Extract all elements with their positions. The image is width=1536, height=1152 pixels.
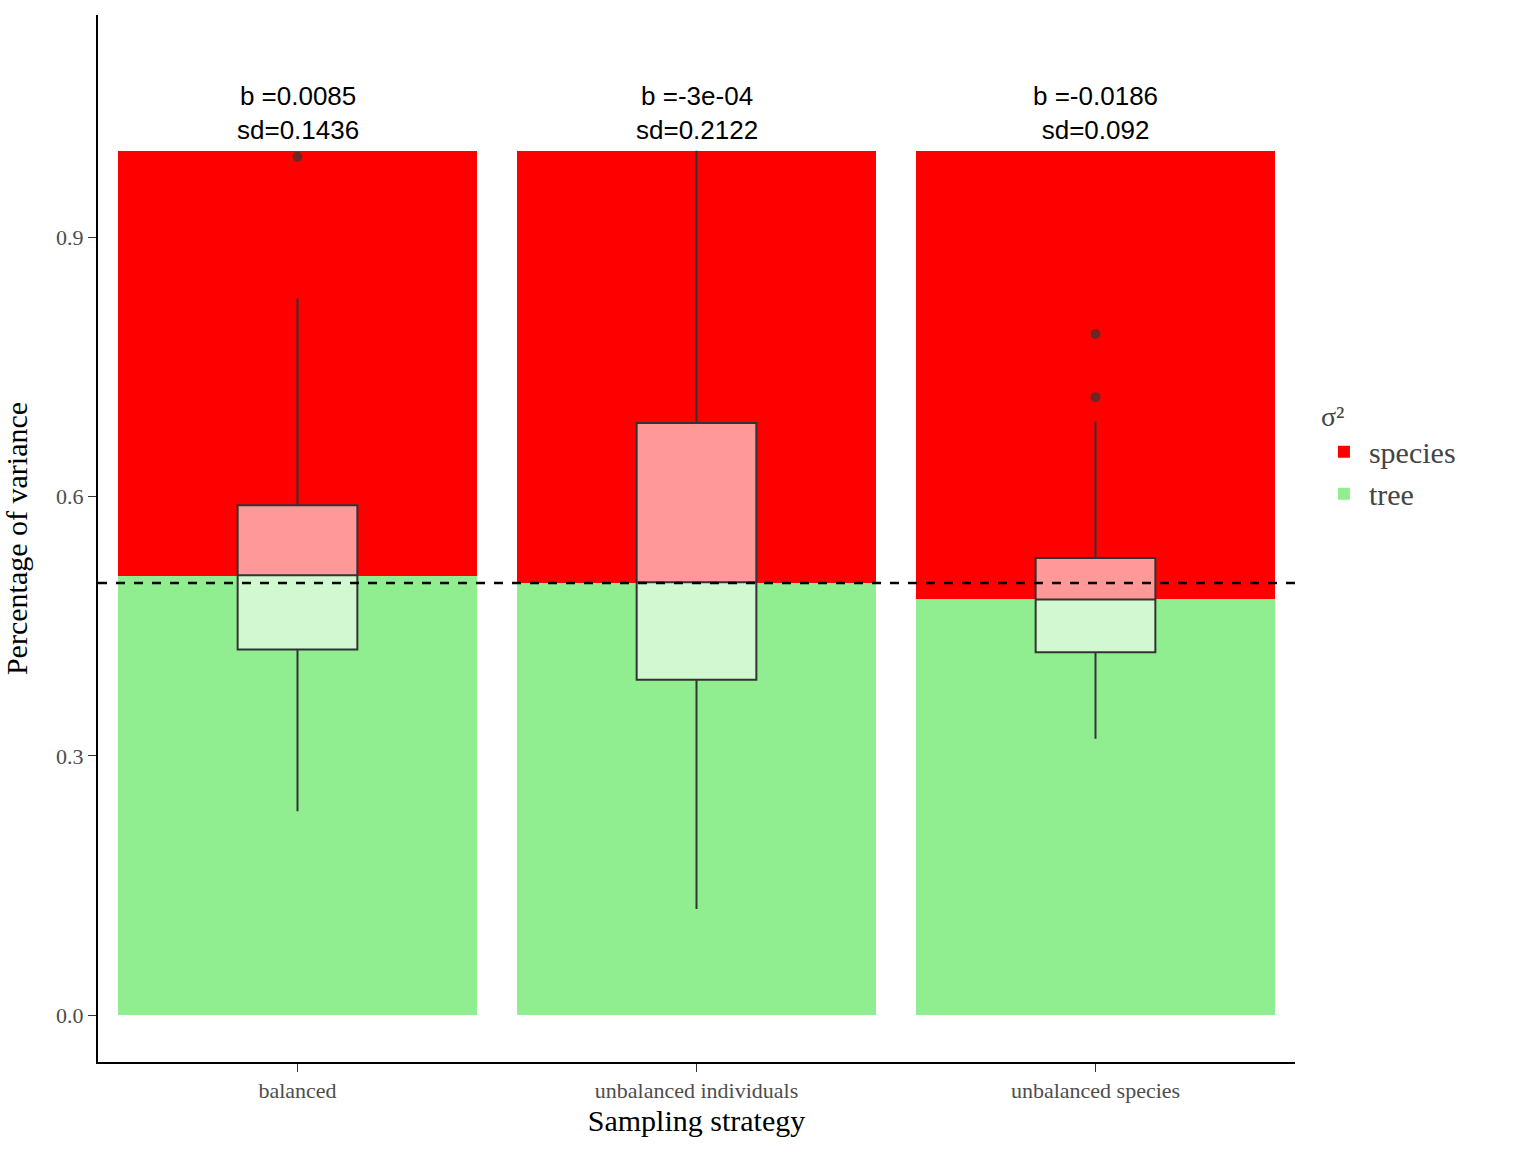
svg-text:b =0.0085sd=0.1436: b =0.0085sd=0.1436	[237, 81, 359, 145]
svg-text:0.0: 0.0	[56, 1003, 84, 1028]
svg-text:tree: tree	[1369, 478, 1414, 511]
svg-text:σ²: σ²	[1321, 401, 1345, 432]
svg-text:0.3: 0.3	[56, 744, 84, 769]
svg-text:unbalanced species: unbalanced species	[1011, 1078, 1180, 1103]
svg-text:unbalanced individuals: unbalanced individuals	[595, 1078, 798, 1103]
svg-text:b =-3e-04sd=0.2122: b =-3e-04sd=0.2122	[636, 81, 758, 145]
svg-text:species: species	[1369, 436, 1456, 469]
svg-text:Sampling strategy: Sampling strategy	[588, 1104, 805, 1137]
svg-text:0.9: 0.9	[56, 225, 84, 250]
svg-text:b =-0.0186sd=0.092: b =-0.0186sd=0.092	[1033, 81, 1158, 145]
svg-text:Percentage of variance: Percentage of variance	[0, 402, 33, 675]
svg-text:0.6: 0.6	[56, 484, 84, 509]
svg-text:balanced: balanced	[258, 1078, 336, 1103]
